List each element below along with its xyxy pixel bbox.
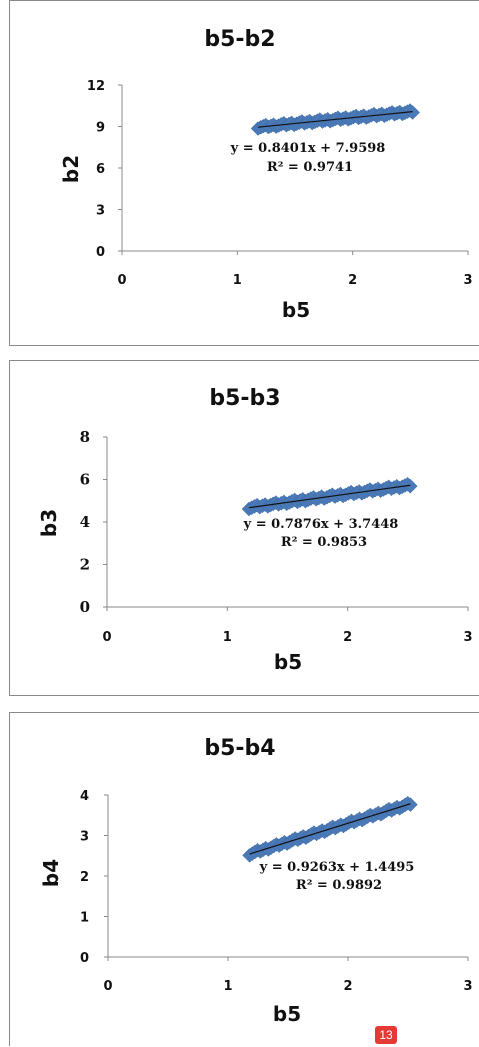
- chart-panel-b5-b3: b5-b3 0 2 4 6 8 0 1 2 3 b5 b3 y = 0.7876x + 3.7448 R²…: [9, 360, 479, 696]
- page-number-badge: 13: [375, 1026, 397, 1044]
- trendline-equation: y = 0.7876x + 3.7448: [243, 517, 399, 532]
- x-tick-label: 3: [463, 979, 472, 994]
- y-axis-label: b2: [59, 155, 83, 183]
- chart-title: b5-b2: [204, 27, 275, 52]
- data-point: [402, 478, 418, 494]
- x-tick-label: 2: [343, 979, 352, 994]
- y-tick-label: 9: [96, 121, 105, 136]
- x-tick-label: 2: [343, 630, 352, 645]
- y-tick-label: 6: [80, 471, 90, 489]
- chart-title: b5-b3: [209, 386, 280, 411]
- chart-b5-b4: b5-b4 0 1 2 3 4 0 1 2 3 b5 b4 y = 0.9263x + 1.4495 R²…: [39, 736, 473, 1026]
- trendline-equation: y = 0.8401x + 7.9598: [230, 141, 386, 156]
- chart-panel-b5-b4: b5-b4 0 1 2 3 4 0 1 2 3 b5 b4 y = 0.9263x + 1.4495 R²…: [9, 712, 479, 1046]
- x-tick-label: 3: [463, 630, 472, 645]
- data-point: [405, 105, 420, 120]
- y-tick-label: 6: [96, 162, 105, 177]
- r-squared: R² = 0.9741: [267, 160, 353, 175]
- r-squared: R² = 0.9892: [296, 878, 382, 893]
- y-tick-label: 4: [80, 513, 90, 531]
- y-tick-label: 2: [80, 556, 90, 574]
- y-tick-label: 3: [80, 830, 89, 845]
- trendline: [258, 111, 413, 128]
- y-tick-label: 0: [80, 598, 90, 616]
- trendline-equation: y = 0.9263x + 1.4495: [259, 860, 415, 875]
- x-tick-label: 0: [102, 630, 111, 645]
- y-tick-label: 12: [87, 79, 105, 94]
- x-tick-label: 2: [348, 273, 357, 288]
- y-tick-label: 3: [96, 204, 105, 219]
- y-tick-label: 0: [80, 951, 89, 966]
- chart-b5-b3: b5-b3 0 2 4 6 8 0 1 2 3 b5 b3 y = 0.7876x + 3.7448 R²…: [37, 386, 473, 674]
- x-tick-label: 1: [223, 630, 232, 645]
- x-tick-label: 0: [103, 979, 112, 994]
- trendline: [248, 484, 411, 509]
- x-tick-label: 3: [463, 273, 472, 288]
- y-tick-label: 1: [80, 911, 89, 926]
- x-axis-label: b5: [273, 1002, 301, 1026]
- y-axis-label: b3: [37, 509, 61, 537]
- trendline: [249, 803, 411, 855]
- x-tick-label: 1: [233, 273, 242, 288]
- y-tick-label: 8: [80, 428, 90, 446]
- x-tick-label: 0: [117, 273, 126, 288]
- x-tick-label: 1: [223, 979, 232, 994]
- r-squared: R² = 0.9853: [281, 535, 367, 550]
- y-tick-label: 0: [96, 245, 105, 260]
- y-tick-label: 4: [80, 789, 89, 804]
- y-axis-label: b4: [39, 859, 63, 887]
- y-tick-label: 2: [80, 870, 89, 885]
- data-point: [403, 797, 418, 812]
- chart-title: b5-b4: [204, 736, 275, 761]
- x-axis-label: b5: [282, 298, 310, 322]
- chart-panel-b5-b2: b5-b2 0 3 6 9 12 0 1 2 3 b5 b2 y = 0.8401x + 7.9598 R…: [9, 0, 479, 346]
- x-axis-label: b5: [274, 650, 302, 674]
